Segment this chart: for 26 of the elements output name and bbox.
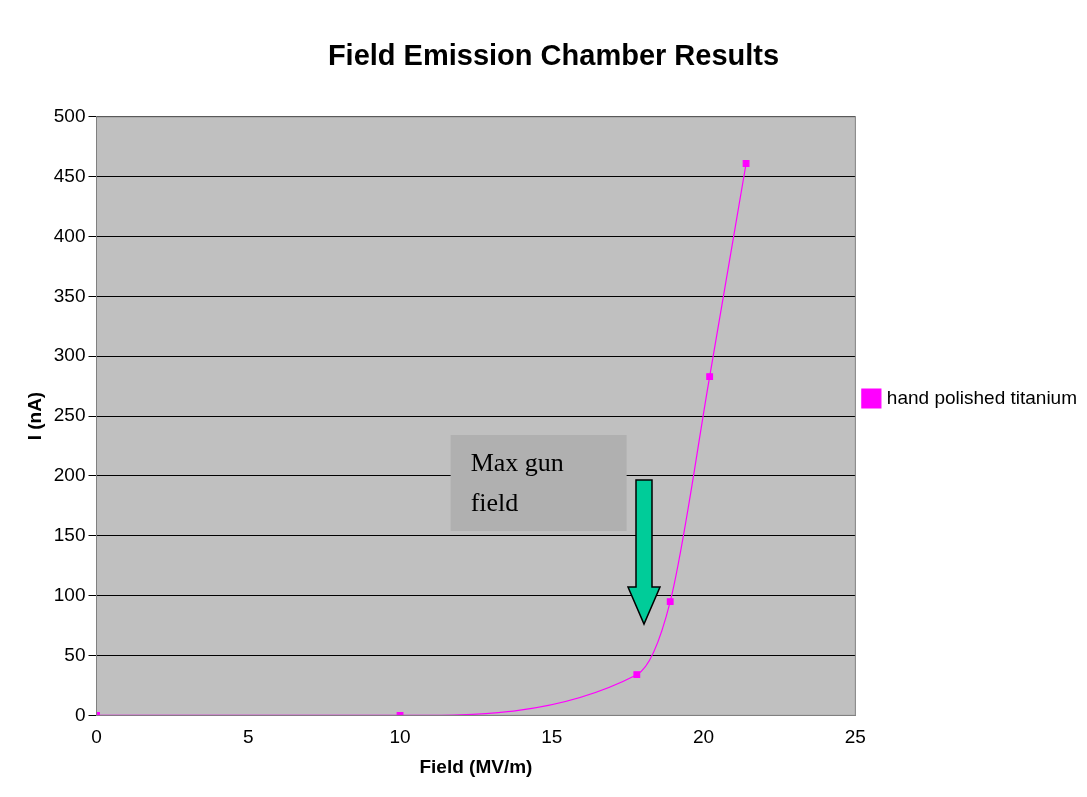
y-tick-label: 500	[53, 105, 86, 127]
y-axis-title: I (nA)	[23, 391, 45, 441]
point	[706, 373, 714, 381]
y-tick-label: 0	[74, 703, 86, 725]
x-tick-label: 10	[389, 726, 411, 748]
y-tick-label: 200	[53, 464, 86, 486]
y-tick-label: 350	[53, 284, 86, 306]
x-tick-label: 0	[91, 726, 102, 748]
chart-title: Field Emission Chamber Results	[327, 39, 780, 72]
y-tick-label: 150	[53, 524, 86, 546]
y-tick-label: 300	[53, 344, 86, 366]
y-tick-label: 400	[53, 224, 86, 246]
point	[666, 598, 674, 606]
point	[742, 160, 750, 167]
y-tick-label: 250	[53, 404, 86, 426]
x-axis-title: Field (MV/m)	[419, 755, 533, 777]
x-tick-label: 15	[541, 726, 563, 748]
x-tick-label: 5	[242, 726, 254, 748]
point	[633, 671, 641, 679]
annotation: Max gun field	[470, 447, 564, 517]
x-tick-label: 25	[844, 726, 866, 748]
x-tick-label: 20	[693, 726, 715, 748]
y-tick-label: 50	[64, 643, 86, 665]
legend-label: hand polished titanium	[886, 386, 1078, 408]
y-tick-label: 450	[53, 164, 86, 186]
y-tick-label: 100	[53, 583, 86, 605]
